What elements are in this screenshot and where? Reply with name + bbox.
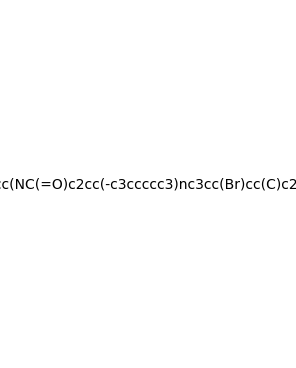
Text: Cc1ccc(NC(=O)c2cc(-c3ccccc3)nc3cc(Br)cc(C)c23)cc1: Cc1ccc(NC(=O)c2cc(-c3ccccc3)nc3cc(Br)cc(… [0, 177, 296, 191]
